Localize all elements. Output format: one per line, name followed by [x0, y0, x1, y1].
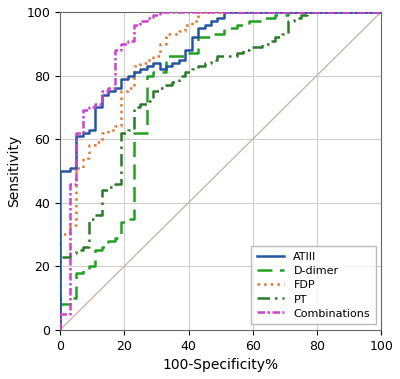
X-axis label: 100-Specificity%: 100-Specificity%	[162, 358, 279, 372]
Y-axis label: Sensitivity: Sensitivity	[7, 135, 21, 207]
Legend: ATIII, D-dimer, FDP, PT, Combinations: ATIII, D-dimer, FDP, PT, Combinations	[251, 246, 376, 324]
